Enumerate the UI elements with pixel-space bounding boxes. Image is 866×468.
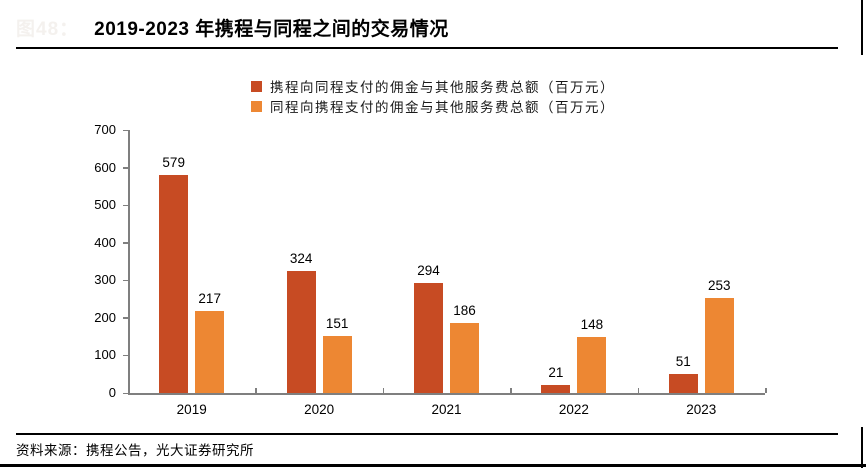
y-axis-tick	[123, 129, 128, 131]
y-axis-label: 400	[94, 234, 116, 250]
source-divider	[16, 433, 838, 435]
x-axis-category-label: 2020	[304, 402, 335, 417]
y-axis-label: 300	[94, 272, 116, 288]
y-axis-tick	[123, 317, 128, 319]
panel-right-border-top	[861, 0, 863, 55]
y-axis-tick	[123, 354, 128, 357]
x-axis-tick	[765, 388, 767, 393]
panel-right-border-bottom	[861, 427, 863, 468]
y-axis-label: 700	[94, 122, 116, 137]
y-axis-tick	[123, 204, 128, 207]
bar	[704, 297, 734, 393]
x-axis-category-label: 2019	[176, 402, 207, 417]
title-underline	[16, 47, 838, 49]
bar	[668, 373, 698, 393]
y-axis-tick	[123, 167, 128, 169]
bar	[159, 175, 189, 393]
bar	[577, 337, 607, 393]
panel-bottom-border	[0, 464, 866, 467]
x-axis-tick	[382, 388, 385, 393]
y-axis-label: 200	[94, 309, 116, 325]
bar-value-label: 151	[325, 316, 349, 332]
legend-label: 携程向同程支付的佣金与其他服务费总额（百万元）	[270, 80, 615, 95]
x-axis-category-label: 2021	[431, 402, 462, 417]
bar	[541, 385, 571, 393]
legend-swatch-dark-red-icon	[251, 80, 262, 92]
y-axis-line	[128, 130, 130, 393]
x-axis-category-label: 2023	[686, 402, 717, 417]
chart-legend: 携程向同程支付的佣金与其他服务费总额（百万元） 同程向携程支付的佣金与其他服务费…	[0, 77, 866, 115]
legend-swatch-orange-icon	[251, 100, 262, 112]
y-axis-label: 100	[94, 347, 116, 363]
y-axis-tick	[123, 392, 128, 394]
bar	[322, 336, 352, 393]
bar-value-label: 21	[548, 365, 564, 381]
bar-value-label: 579	[162, 155, 185, 171]
bar-value-label: 148	[580, 317, 604, 333]
x-axis-category-label: 2022	[558, 402, 589, 417]
source-text: 资料来源：携程公告，光大证券研究所	[16, 443, 254, 458]
bar	[195, 311, 225, 393]
x-axis-tick	[255, 388, 257, 393]
bar	[450, 323, 479, 393]
legend-item-tongcheng-to-ctrip: 同程向携程支付的佣金与其他服务费总额（百万元）	[251, 97, 615, 115]
bar-value-label: 217	[198, 291, 221, 307]
bar-value-label: 253	[708, 277, 731, 293]
bar-value-label: 186	[453, 303, 476, 319]
figure-header: 图48： 2019-2023 年携程与同程之间的交易情况	[16, 14, 449, 41]
legend-item-ctrip-to-tongcheng: 携程向同程支付的佣金与其他服务费总额（百万元）	[251, 77, 615, 95]
x-axis-line	[128, 393, 765, 395]
x-axis-tick	[637, 388, 640, 393]
y-axis-label: 600	[94, 159, 116, 175]
figure-number-ghost: 图48：	[16, 19, 80, 40]
x-axis-tick	[510, 388, 512, 393]
bar	[286, 271, 316, 393]
bar	[414, 282, 443, 393]
y-axis-label: 0	[108, 385, 116, 400]
y-axis-label: 500	[94, 197, 116, 213]
x-axis-tick	[128, 388, 130, 393]
bar-value-label: 51	[675, 353, 691, 369]
y-axis-tick	[123, 279, 128, 282]
y-axis-tick	[123, 242, 128, 244]
chart-title: 2019-2023 年携程与同程之间的交易情况	[94, 19, 449, 40]
bar-value-label: 294	[417, 262, 440, 278]
bar-value-label: 324	[289, 251, 313, 267]
legend-label: 同程向携程支付的佣金与其他服务费总额（百万元）	[270, 100, 615, 115]
